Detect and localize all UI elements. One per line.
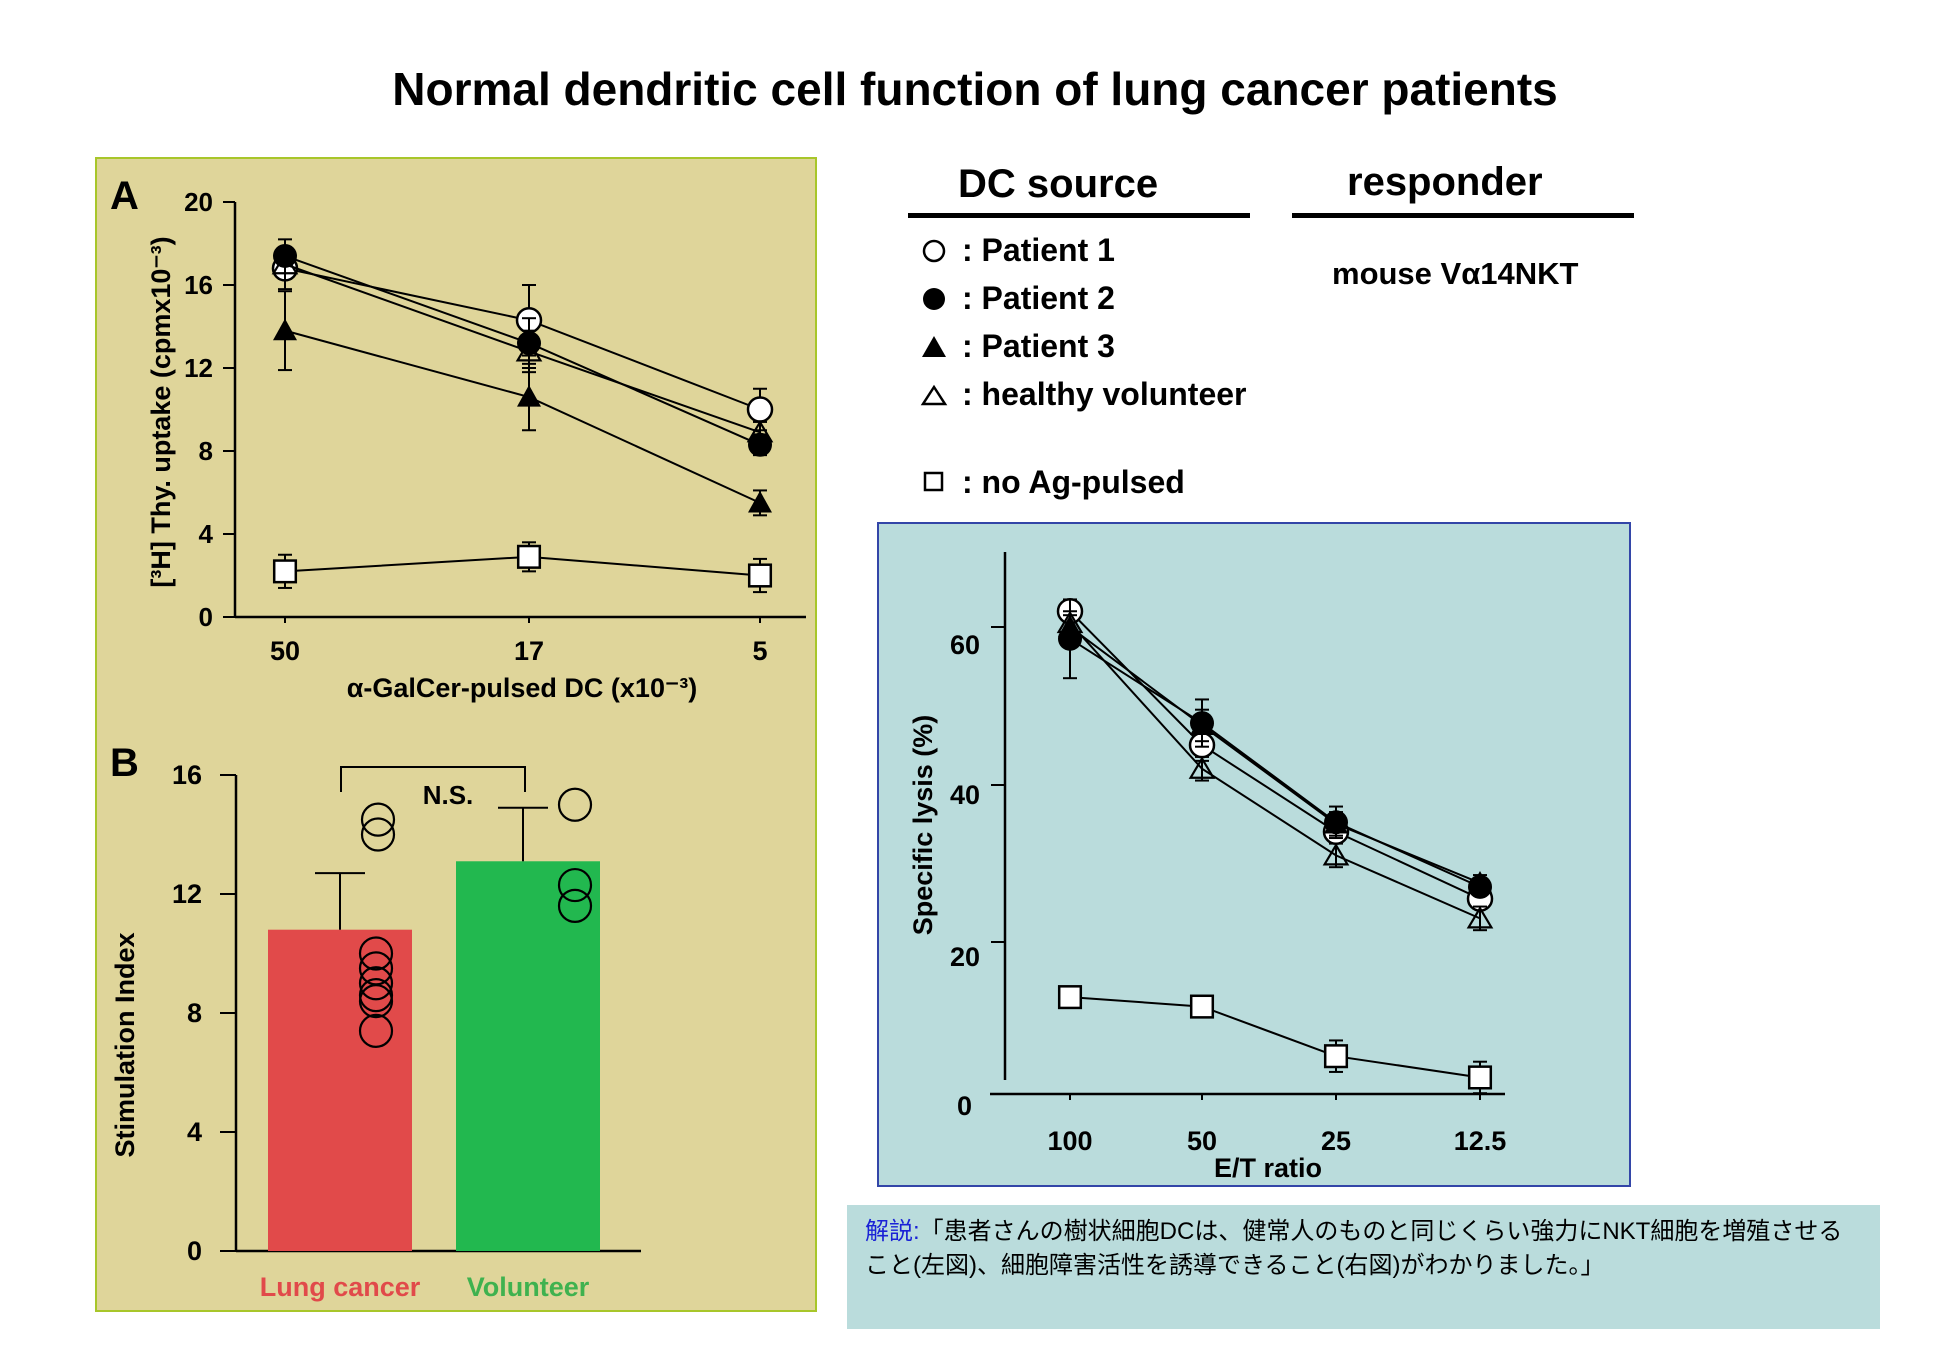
filled-circle-icon [923, 287, 945, 310]
legend-item-volunteer: : healthy volunteer [920, 376, 1247, 413]
chart-a-y-tick-label: 0 [199, 602, 213, 632]
chart-b-panel-label: B [110, 741, 139, 785]
chart-a-panel-label: A [110, 174, 139, 218]
chart-a-y-label: [³H] Thy. uptake (cpmx10⁻³) [146, 236, 176, 587]
legend-item-patient1: : Patient 1 [920, 232, 1115, 269]
chart-b-y-tick-label: 12 [172, 879, 202, 909]
legend-item-patient2: : Patient 2 [920, 280, 1115, 317]
explanation-note: 解説:「患者さんの樹状細胞DCは、健常人のものと同じくらい強力にNKT細胞を増殖… [847, 1205, 1880, 1329]
note-text: 「患者さんの樹状細胞DCは、健常人のものと同じくらい強力にNKT細胞を増殖させる… [865, 1218, 1843, 1279]
open-circle-icon [922, 239, 946, 262]
chart-c-series-line [1069, 637, 1481, 888]
chart-c-series-line [1069, 622, 1481, 920]
chart-c-point [1189, 994, 1215, 1019]
chart-a-point [272, 559, 298, 584]
note-prefix: 解説: [865, 1218, 920, 1245]
chart-a-point [746, 419, 774, 443]
chart-a-point [271, 251, 299, 275]
chart-c-series-line [1069, 610, 1481, 900]
legend-responder-header: responder [1347, 160, 1543, 204]
chart-b-y-tick-label: 0 [187, 1236, 202, 1266]
page-title: Normal dendritic cell function of lung c… [392, 63, 1558, 115]
chart-a-point [517, 385, 541, 407]
chart-b-point [557, 787, 593, 822]
chart-b-point [358, 936, 394, 971]
chart-b-y-tick-label: 4 [187, 1117, 202, 1147]
open-triangle-icon [920, 384, 948, 405]
chart-b-point [358, 1013, 394, 1048]
chart-a-point [748, 490, 772, 513]
chart-a-y-tick-label: 4 [199, 519, 214, 549]
chart-c-y-tick-label: 20 [950, 942, 980, 972]
chart-a-point [273, 318, 297, 341]
legend-item-no-ag: : no Ag-pulsed [920, 464, 1185, 501]
chart-b-x-tick-label: Lung cancer [260, 1272, 421, 1302]
chart-c-x-label: E/T ratio [1214, 1153, 1322, 1183]
chart-b-point [360, 817, 396, 852]
chart-a-y-tick-label: 8 [199, 436, 213, 466]
chart-a-point [516, 544, 542, 569]
right-panel [877, 522, 1631, 1187]
legend-label: : healthy volunteer [962, 376, 1247, 412]
filled-triangle-icon [922, 335, 946, 357]
chart-a-series-line [284, 263, 761, 434]
chart-b-y-tick-label: 8 [187, 998, 202, 1028]
chart-c-point [1467, 1065, 1493, 1090]
chart-c-point [1056, 610, 1084, 634]
chart-c-point [1324, 811, 1348, 834]
chart-a-x-tick-label: 50 [270, 636, 300, 666]
legend-responder-rule [1292, 213, 1634, 218]
open-square-icon [923, 471, 944, 491]
chart-c-y-tick-label: 0 [957, 1091, 972, 1121]
chart-b-point [557, 867, 593, 903]
chart-a-point [515, 339, 543, 362]
chart-c-point [1188, 756, 1216, 779]
chart-c-point [1323, 1044, 1349, 1069]
legend-dc-source-rule [908, 213, 1250, 218]
chart-c-y-label: Specific lysis (%) [908, 715, 938, 936]
legend-responder-value: mouse Vα14NKT [1332, 256, 1579, 291]
chart-a-point [748, 432, 772, 457]
chart-a-y-tick-label: 16 [184, 270, 213, 300]
chart-a-point [746, 396, 774, 423]
chart-c-series-line [1069, 996, 1481, 1079]
legend-label: : Patient 3 [962, 328, 1115, 364]
legend-label: : no Ag-pulsed [962, 464, 1185, 500]
legend-label: : Patient 2 [962, 280, 1115, 316]
legend-label: : Patient 1 [962, 232, 1115, 268]
chart-b-bar [456, 861, 600, 1251]
chart-b-x-tick-label: Volunteer [467, 1272, 590, 1302]
chart-b-point [358, 983, 394, 1019]
chart-c-point [1322, 843, 1350, 866]
chart-b-y-label: Stimulation Index [110, 932, 140, 1157]
chart-b-ns-bracket [340, 766, 526, 792]
chart-c-point [1466, 906, 1494, 929]
chart-c-point [1468, 870, 1492, 893]
chart-c-point [1057, 985, 1083, 1010]
chart-c-x-tick-label: 100 [1047, 1126, 1092, 1156]
chart-b-point [358, 966, 394, 1001]
chart-b-annotation: N.S. [423, 780, 474, 810]
chart-b-point [360, 802, 396, 837]
chart-b-point [557, 888, 593, 924]
legend-item-patient3: : Patient 3 [920, 328, 1115, 365]
chart-c-point [1190, 713, 1214, 736]
chart-a-x-tick-label: 5 [752, 636, 767, 666]
chart-c-x-tick-label: 50 [1187, 1126, 1217, 1156]
chart-b-y-tick-label: 16 [172, 760, 202, 790]
chart-c-x-tick-label: 12.5 [1454, 1126, 1507, 1156]
chart-c-y-tick-label: 40 [950, 780, 980, 810]
chart-c-y-tick-label: 60 [950, 630, 980, 660]
chart-a-y-tick-label: 20 [184, 187, 213, 217]
chart-a-point [747, 563, 773, 588]
chart-c-series-line [1069, 626, 1481, 884]
chart-a-x-label: α-GalCer-pulsed DC (x10⁻³) [347, 673, 697, 703]
chart-c-x-tick-label: 25 [1321, 1126, 1351, 1156]
legend-dc-source-header: DC source [958, 162, 1159, 206]
chart-a-x-tick-label: 17 [514, 636, 544, 666]
chart-a-y-tick-label: 12 [184, 353, 213, 383]
